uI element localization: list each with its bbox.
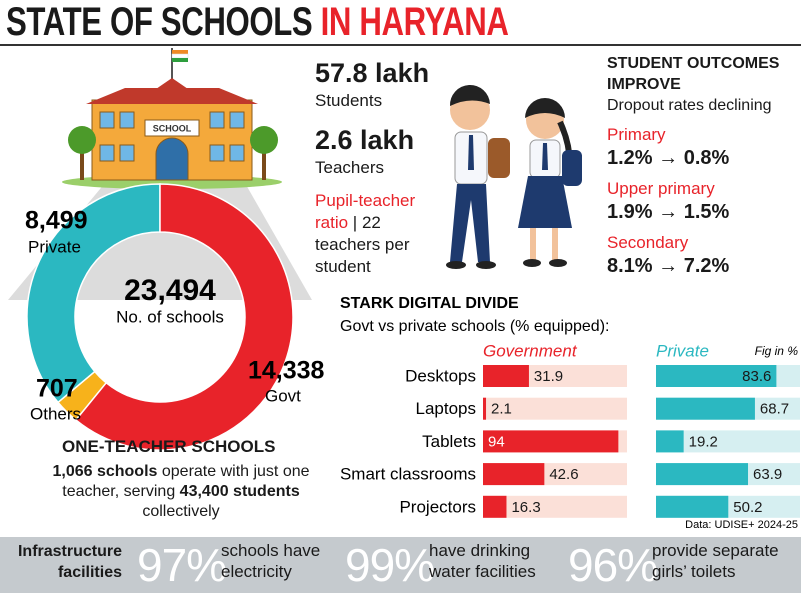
donut-center-label: No. of schools: [116, 307, 224, 326]
note: Fig in %: [755, 344, 799, 358]
infra-text: girls’ toilets: [652, 562, 736, 581]
kids-illustration: [446, 84, 582, 269]
category-label: Projectors: [399, 497, 476, 516]
infra-text: have drinking: [429, 541, 531, 560]
bar-value-label: 31.9: [534, 368, 563, 385]
bar-value-label: 19.2: [689, 433, 718, 450]
source: Data: UDISE+ 2024-25: [685, 519, 798, 531]
category-label: Smart classrooms: [340, 465, 476, 484]
infra-label: Infrastructure facilities: [17, 543, 122, 581]
infra-value: 96%: [568, 539, 658, 591]
stat-value: 2.6 lakh: [315, 125, 415, 155]
bar: [483, 397, 487, 420]
bar-value-label: 83.6: [742, 368, 771, 385]
ratio-text: | 22 teachers per student: [315, 213, 410, 276]
category-label: Tablets: [422, 432, 476, 451]
school-illustration: SCHOOL: [62, 48, 282, 189]
ratio-label: Pupil-teacher ratio: [315, 191, 416, 232]
bar: [656, 397, 755, 420]
donut-value-label: 8,499: [25, 207, 88, 235]
ratio: Pupil-teacher ratio | 22 teachers per st…: [315, 190, 427, 278]
category-label: Desktops: [405, 366, 476, 385]
donut-value-label: 707: [36, 375, 78, 403]
bar-chart-subtitle: Govt vs private schools (% equipped):: [340, 318, 609, 335]
bar-value-label: 42.6: [549, 466, 578, 483]
bar-track: [483, 495, 627, 518]
title-highlight: IN HARYANA: [320, 0, 509, 44]
outcomes-title: STUDENT OUTCOMES IMPROVE: [607, 55, 780, 93]
bar: [656, 463, 749, 486]
bar-value-label: 68.7: [760, 401, 789, 418]
highlight: 43,400 students: [179, 483, 300, 500]
outcome-change: 1.2% → 0.8%: [607, 147, 730, 169]
infra-value: 97%: [137, 539, 227, 591]
bar-value-label: 50.2: [733, 499, 762, 516]
stat-label: Teachers: [315, 158, 384, 177]
bar-value-label: 2.1: [491, 401, 512, 418]
donut-category-label: Others: [30, 404, 81, 423]
one-teacher-title: ONE-TEACHER SCHOOLS: [62, 437, 276, 456]
outcome-change: 8.1% → 7.2%: [607, 255, 730, 277]
bar: [483, 365, 529, 387]
text: operate with just one teacher, serving: [62, 463, 310, 500]
bar: [656, 430, 684, 453]
donut-category-label: Govt: [265, 386, 301, 405]
bar-chart-title: STARK DIGITAL DIVIDE: [340, 295, 519, 312]
one-teacher-body: 1,066 schools operate with just one teac…: [50, 462, 312, 522]
bar-value-label: 94: [488, 433, 505, 450]
stat-label: Students: [315, 91, 383, 110]
donut-value-label: 14,338: [248, 357, 325, 385]
bar: [656, 495, 729, 518]
infra-text: electricity: [221, 562, 292, 581]
bar: [656, 365, 777, 387]
outcome-change: 1.9% → 1.5%: [607, 201, 730, 223]
bar-value-label: 63.9: [753, 466, 782, 483]
bar-value-label: 16.3: [511, 499, 540, 516]
outcome-level: Primary: [607, 125, 666, 144]
donut-slice: [26, 183, 161, 404]
category-label: Laptops: [416, 399, 477, 418]
bar: [483, 430, 619, 453]
title: STATE OF SCHOOLS IN HARYANA: [6, 0, 509, 45]
infra-value: 99%: [345, 539, 435, 591]
donut-center-value: 23,494: [124, 274, 216, 307]
bar: [483, 495, 507, 518]
svg-text:SCHOOL: SCHOOL: [153, 123, 192, 133]
donut-slice: [74, 183, 294, 451]
bar-track: [483, 397, 627, 420]
bar-track: [656, 430, 800, 453]
title-main: STATE OF SCHOOLS: [6, 0, 313, 44]
legend-label: Government: [483, 341, 578, 360]
highlight: 1,066 schools: [52, 463, 158, 480]
legend-label: Private: [656, 341, 709, 360]
outcome-level: Upper primary: [607, 179, 715, 198]
outcome-level: Secondary: [607, 233, 689, 252]
infra-text: provide separate: [652, 541, 779, 560]
stat-value: 57.8 lakh: [315, 58, 430, 88]
bottom-band: [0, 537, 801, 593]
bar: [483, 463, 545, 486]
text: collectively: [142, 503, 220, 520]
infra-text: schools have: [221, 541, 321, 560]
donut-category-label: Private: [28, 237, 81, 256]
outcomes-subtitle: Dropout rates declining: [607, 97, 772, 114]
infra-text: water facilities: [429, 562, 536, 581]
